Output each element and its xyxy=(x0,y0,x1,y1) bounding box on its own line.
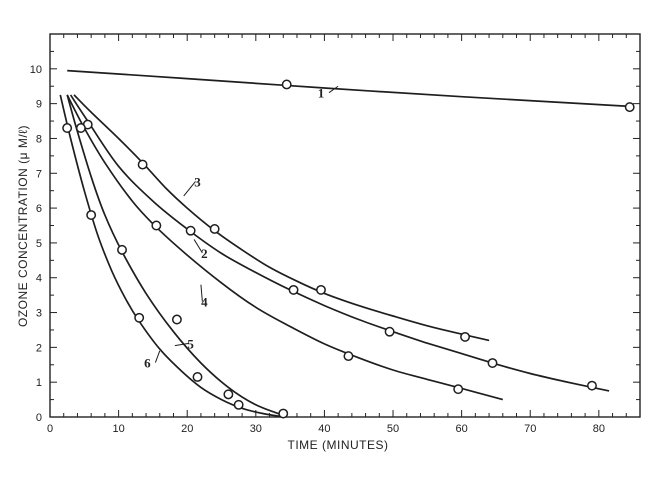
y-tick-label-6: 6 xyxy=(36,203,42,215)
x-tick-label-50: 50 xyxy=(387,423,399,435)
data-point-series-5 xyxy=(86,210,97,221)
x-tick-label-20: 20 xyxy=(181,423,193,435)
x-tick-label-30: 30 xyxy=(250,423,262,435)
x-tick-label-80: 80 xyxy=(593,423,605,435)
data-point-series-1 xyxy=(281,79,292,90)
y-tick-label-5: 5 xyxy=(36,238,42,250)
data-point-series-5 xyxy=(278,408,289,419)
y-axis-label: OZONE CONCENTRATION (μ M/ℓ) xyxy=(16,125,30,327)
y-tick-label-1: 1 xyxy=(36,377,42,389)
data-point-series-5 xyxy=(117,244,127,255)
data-point-series-2 xyxy=(487,358,498,368)
data-point-series-3 xyxy=(316,284,326,295)
data-point-series-4 xyxy=(62,123,73,133)
x-tick-label-60: 60 xyxy=(456,423,468,435)
y-tick-labels: 0 1 2 3 4 5 6 7 8 9 10 xyxy=(30,64,42,424)
data-point-series-4 xyxy=(343,351,354,362)
data-point-series-5 xyxy=(192,372,203,382)
x-tick-label-70: 70 xyxy=(524,423,536,435)
curve-label-5: 5 xyxy=(187,336,194,351)
y-tick-label-10: 10 xyxy=(30,64,42,76)
x-tick-label-0: 0 xyxy=(47,423,53,435)
curve-label-leader-3 xyxy=(183,181,196,197)
data-point-series-5 xyxy=(223,389,234,400)
x-axis-label: TIME (MINUTES) xyxy=(288,438,389,452)
data-point-series-4 xyxy=(151,220,162,231)
y-tick-label-8: 8 xyxy=(36,133,42,145)
x-tick-label-40: 40 xyxy=(318,423,330,435)
data-point-series-3 xyxy=(209,224,220,234)
curve-label-6: 6 xyxy=(144,356,151,371)
curve-label-leader-4 xyxy=(200,284,203,302)
data-point-series-2 xyxy=(185,225,196,236)
x-tick-label-10: 10 xyxy=(112,423,124,435)
curve-label-leader-6 xyxy=(154,350,161,363)
data-point-series-4 xyxy=(75,123,86,133)
data-point-series-4 xyxy=(453,384,464,395)
data-point-series-3 xyxy=(137,159,148,170)
curve-3 xyxy=(73,94,490,342)
data-point-series-6 xyxy=(134,312,145,323)
axis-ticks xyxy=(49,34,640,418)
curve-4 xyxy=(66,94,504,401)
y-tick-label-3: 3 xyxy=(36,308,42,320)
y-tick-label-2: 2 xyxy=(36,342,42,354)
curve-label-3: 3 xyxy=(194,174,201,189)
y-tick-label-9: 9 xyxy=(36,99,42,111)
curve-label-leader-5 xyxy=(174,342,189,347)
data-point-series-1 xyxy=(624,102,635,113)
curve-label-2: 2 xyxy=(201,246,208,261)
curve-label-1: 1 xyxy=(318,86,325,101)
curve-5 xyxy=(66,94,284,417)
data-point-series-2 xyxy=(587,380,597,391)
data-point-series-2 xyxy=(384,326,395,337)
curve-1 xyxy=(67,69,630,108)
data-points xyxy=(62,79,635,419)
curve-2 xyxy=(69,94,610,392)
data-point-series-3 xyxy=(460,331,471,342)
data-point-series-6 xyxy=(233,399,244,410)
x-tick-labels: 0 10 20 30 40 50 60 70 80 xyxy=(47,423,605,435)
curve-label-leader-1 xyxy=(328,85,339,94)
y-tick-label-4: 4 xyxy=(36,273,42,285)
curve-label-leader-2 xyxy=(193,239,203,254)
data-point-series-5 xyxy=(171,314,182,325)
y-tick-label-7: 7 xyxy=(36,168,42,180)
y-tick-label-0: 0 xyxy=(36,412,42,424)
curve-labels: 1 3 2 4 5 6 xyxy=(144,85,339,371)
data-point-series-2 xyxy=(288,284,299,295)
curve-label-4: 4 xyxy=(201,295,208,310)
